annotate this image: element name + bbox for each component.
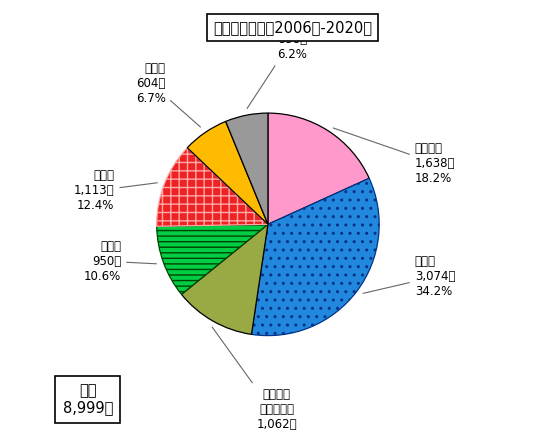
Wedge shape: [156, 148, 268, 226]
Wedge shape: [156, 224, 268, 294]
Wedge shape: [187, 121, 268, 224]
Text: 中国籍
1,113件
12.4%: 中国籍 1,113件 12.4%: [74, 169, 158, 213]
Text: 優先権主張　　2006年-2020年: 優先権主張 2006年-2020年: [213, 20, 372, 35]
Text: 米国籍
3,074件
34.2%: 米国籍 3,074件 34.2%: [363, 255, 455, 298]
Wedge shape: [268, 113, 369, 224]
Text: 欧州国籍
（独除く）
1,062件
11.8%: 欧州国籍 （独除く） 1,062件 11.8%: [212, 327, 297, 432]
Text: 日本国籍
1,638件
18.2%: 日本国籍 1,638件 18.2%: [333, 128, 455, 184]
Wedge shape: [252, 178, 379, 336]
Text: 韓国籍
604件
6.7%: 韓国籍 604件 6.7%: [136, 61, 201, 127]
Wedge shape: [182, 224, 268, 334]
Wedge shape: [226, 113, 268, 224]
Text: その他
558件
6.2%: その他 558件 6.2%: [247, 18, 307, 108]
Text: 合計
8,999件: 合計 8,999件: [62, 383, 113, 415]
Text: 独国籍
950件
10.6%: 独国籍 950件 10.6%: [84, 240, 156, 283]
